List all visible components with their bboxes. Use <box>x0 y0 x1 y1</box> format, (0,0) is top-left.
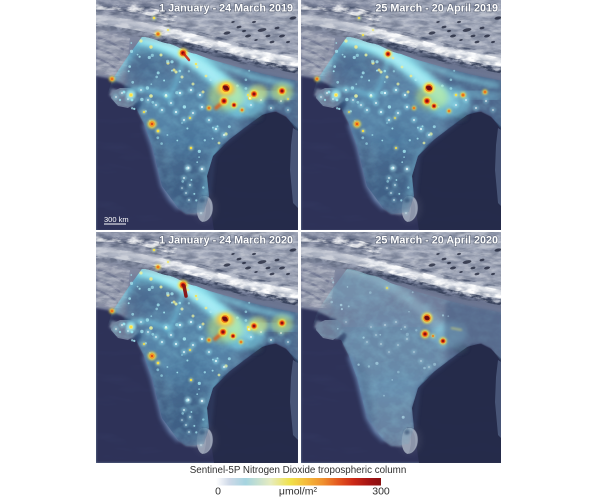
svg-text:25 March - 20 April 2020: 25 March - 20 April 2020 <box>375 235 498 247</box>
svg-text:μmol/m²: μmol/m² <box>279 486 318 498</box>
svg-text:1 January - 24 March 2020: 1 January - 24 March 2020 <box>159 235 293 247</box>
svg-text:25 March - 20 April 2019: 25 March - 20 April 2019 <box>375 3 498 15</box>
svg-text:1 January - 24 March 2019: 1 January - 24 March 2019 <box>159 3 293 15</box>
svg-text:Sentinel-5P Nitrogen Dioxide t: Sentinel-5P Nitrogen Dioxide tropospheri… <box>190 465 407 476</box>
svg-text:0: 0 <box>215 486 221 498</box>
svg-text:300 km: 300 km <box>104 215 129 224</box>
svg-text:300: 300 <box>372 486 390 498</box>
